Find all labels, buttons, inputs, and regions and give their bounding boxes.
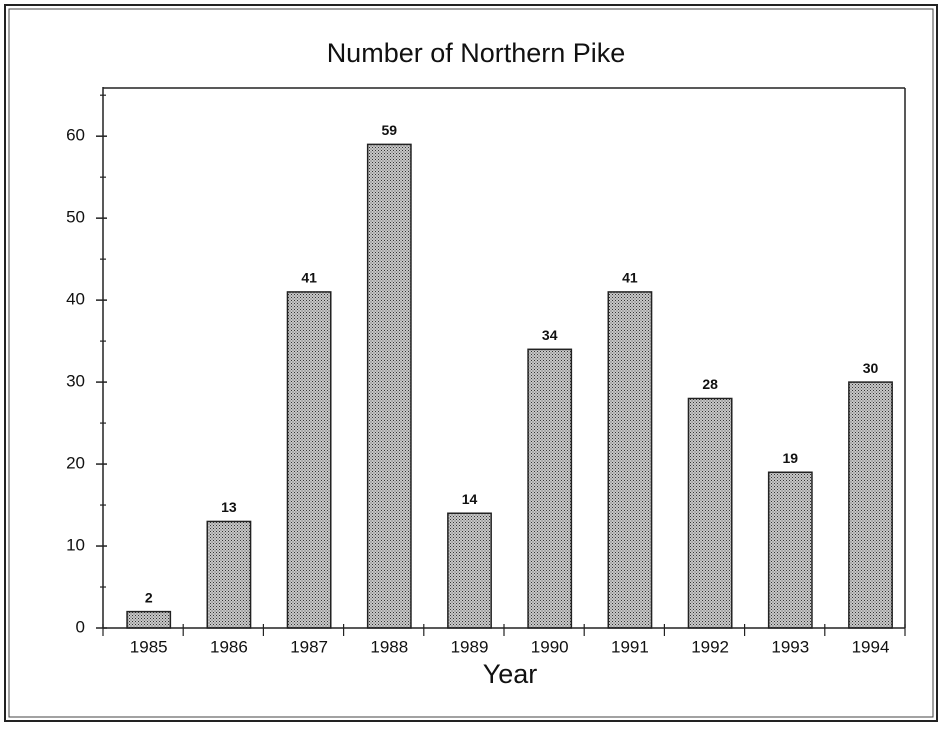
value-label: 13: [221, 499, 237, 515]
bar: [767, 471, 813, 629]
x-tick-label: 1992: [691, 637, 729, 656]
bar: [687, 397, 733, 629]
bar: [126, 610, 172, 629]
value-label: 34: [542, 327, 558, 343]
y-tick-label: 0: [76, 617, 85, 636]
value-label: 41: [301, 270, 317, 286]
bar: [527, 348, 573, 629]
x-tick-label: 1994: [852, 637, 890, 656]
value-label: 30: [863, 360, 879, 376]
x-tick-label: 1989: [451, 637, 489, 656]
x-tick-label: 1986: [210, 637, 248, 656]
x-tick-label: 1990: [531, 637, 569, 656]
bar: [848, 381, 893, 629]
y-tick-label: 30: [66, 372, 85, 391]
x-tick-label: 1988: [370, 637, 408, 656]
y-tick-label: 60: [66, 126, 85, 145]
value-label: 19: [783, 450, 799, 466]
x-tick-label: 1991: [611, 637, 649, 656]
value-label: 2: [145, 589, 153, 605]
value-label: 14: [462, 491, 478, 507]
outer-frame: [4, 4, 938, 722]
y-tick-label: 20: [66, 454, 85, 473]
y-tick-label: 10: [66, 536, 85, 555]
x-axis-label: Year: [483, 659, 538, 689]
value-label: 28: [702, 376, 718, 392]
y-tick-label: 40: [66, 290, 85, 309]
bar: [607, 291, 653, 629]
value-label: 41: [622, 270, 638, 286]
bar: [286, 291, 332, 629]
y-tick-label: 50: [66, 208, 85, 227]
value-label: 59: [382, 122, 398, 138]
x-tick-label: 1993: [771, 637, 809, 656]
bar: [366, 143, 412, 629]
bar: [206, 520, 252, 629]
x-tick-label: 1987: [290, 637, 328, 656]
inner-frame: [8, 8, 934, 718]
x-tick-label: 1985: [130, 637, 168, 656]
chart-title: Number of Northern Pike: [327, 38, 626, 68]
bar: [447, 512, 492, 629]
